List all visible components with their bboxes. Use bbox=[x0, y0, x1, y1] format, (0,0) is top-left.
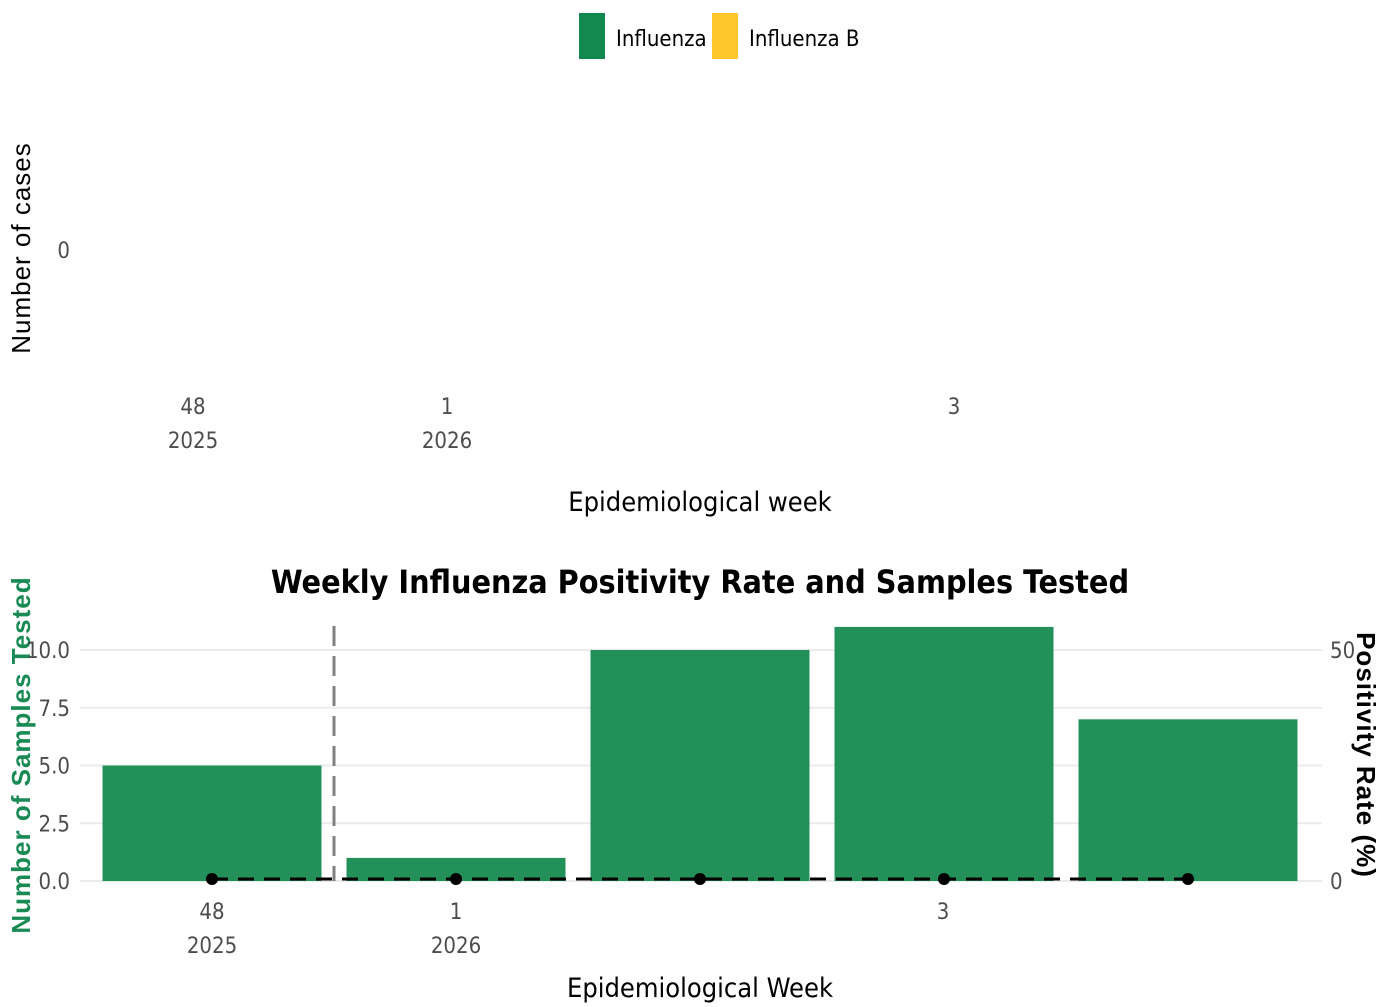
x-tick-year: 2026 bbox=[431, 934, 481, 959]
samples-bars bbox=[102, 626, 1298, 881]
cases-y-axis-title: Number of cases bbox=[6, 142, 36, 354]
cases-x-tick-week: 1 bbox=[441, 395, 454, 420]
positivity-y-axis-title: Positivity Rate (%) bbox=[1351, 632, 1381, 878]
cases-chart: Number of cases 0 48 2025 1 2026 3 Epide… bbox=[6, 142, 960, 518]
positivity-y-ticks: 0 50 bbox=[1330, 639, 1355, 895]
samples-y-tick: 10.0 bbox=[26, 639, 70, 664]
positivity-point bbox=[1182, 873, 1194, 885]
x-tick-week: 3 bbox=[937, 900, 950, 925]
legend-label-influenza-a: Influenza A bbox=[616, 27, 727, 52]
chart-title: Weekly Influenza Positivity Rate and Sam… bbox=[271, 563, 1129, 601]
cases-x-axis-title: Epidemiological week bbox=[568, 487, 832, 518]
legend-label-influenza-b: Influenza B bbox=[749, 27, 860, 52]
samples-y-tick: 7.5 bbox=[39, 697, 70, 722]
positivity-x-axis-title: Epidemiological Week bbox=[567, 973, 833, 1004]
legend-swatch-influenza-b bbox=[712, 13, 738, 59]
samples-y-axis-title: Number of Samples Tested bbox=[6, 576, 36, 933]
positivity-point bbox=[206, 873, 218, 885]
samples-y-ticks: 0.0 2.5 5.0 7.5 10.0 bbox=[26, 639, 70, 895]
x-tick-week: 48 bbox=[199, 900, 224, 925]
legend: Influenza A Influenza B bbox=[579, 13, 860, 59]
x-tick-year: 2025 bbox=[187, 934, 237, 959]
samples-y-tick: 0.0 bbox=[39, 870, 70, 895]
samples-bar bbox=[102, 765, 322, 881]
cases-y-tick: 0 bbox=[57, 239, 70, 264]
samples-bar bbox=[834, 626, 1054, 881]
positivity-point bbox=[694, 873, 706, 885]
positivity-y-tick: 50 bbox=[1330, 639, 1355, 664]
cases-x-tick-week: 3 bbox=[948, 395, 961, 420]
samples-y-tick: 2.5 bbox=[39, 812, 70, 837]
positivity-chart: Weekly Influenza Positivity Rate and Sam… bbox=[6, 563, 1381, 1004]
samples-bar bbox=[346, 857, 566, 881]
positivity-point bbox=[938, 873, 950, 885]
samples-y-tick: 5.0 bbox=[39, 755, 70, 780]
legend-swatch-influenza-a bbox=[579, 13, 605, 59]
samples-bar bbox=[1078, 719, 1298, 881]
cases-x-tick-year: 2025 bbox=[168, 429, 218, 454]
samples-bar bbox=[590, 650, 810, 881]
positivity-line bbox=[206, 873, 1194, 885]
positivity-point bbox=[450, 873, 462, 885]
x-tick-week: 1 bbox=[450, 900, 463, 925]
cases-x-tick-week: 48 bbox=[180, 395, 205, 420]
cases-x-tick-year: 2026 bbox=[422, 429, 472, 454]
positivity-y-tick: 0 bbox=[1330, 870, 1343, 895]
